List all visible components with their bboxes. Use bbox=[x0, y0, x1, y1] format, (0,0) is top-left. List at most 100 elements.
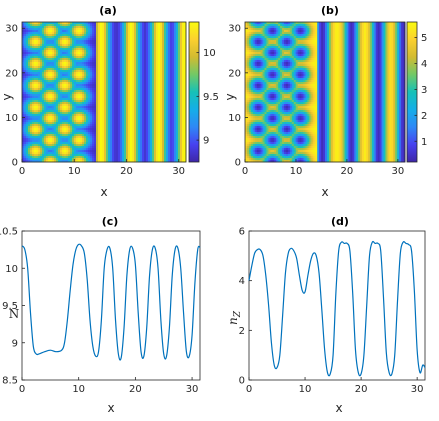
panel-a-heat-cell bbox=[24, 62, 27, 65]
panel-a-heat-cell bbox=[170, 132, 173, 135]
panel-a-heat-cell bbox=[122, 68, 125, 71]
panel-a-heat-cell bbox=[90, 38, 93, 41]
panel-a-heat-cell bbox=[78, 82, 81, 85]
panel-a-heat-cell bbox=[184, 58, 187, 61]
panel-a-heat-cell bbox=[116, 100, 119, 103]
panel-a-heat-cell bbox=[128, 70, 131, 73]
panel-a-heat-cell bbox=[126, 40, 129, 43]
panel-a-heat-cell bbox=[58, 120, 61, 123]
panel-a-heat-cell bbox=[70, 74, 73, 77]
panel-a-heat-cell bbox=[24, 28, 27, 31]
panel-a-heat-cell bbox=[114, 74, 117, 77]
panel-a-heat-cell bbox=[110, 44, 113, 47]
panel-a-heat-cell bbox=[182, 24, 185, 27]
panel-a-heat-cell bbox=[90, 32, 93, 35]
panel-a-heat-cell bbox=[90, 98, 93, 101]
panel-a-heat-cell bbox=[144, 68, 147, 71]
panel-a-heat-cell bbox=[142, 24, 145, 27]
panel-a-heat-cell bbox=[54, 60, 57, 63]
panel-a-heat-cell bbox=[54, 88, 57, 91]
panel-a-heat-cell bbox=[72, 110, 75, 113]
panel-a-heat-cell bbox=[152, 26, 155, 29]
panel-a-heat-cell bbox=[180, 128, 183, 131]
panel-a-heat-cell bbox=[122, 28, 125, 31]
panel-a-heat-cell bbox=[138, 96, 141, 99]
panel-a-heat-cell bbox=[34, 142, 37, 145]
panel-a-heat-cell bbox=[164, 30, 167, 33]
panel-a-heat-cell bbox=[128, 122, 131, 125]
panel-a-heat-cell bbox=[32, 140, 35, 143]
panel-a-heat-cell bbox=[68, 54, 71, 57]
panel-a-heat-cell bbox=[74, 30, 77, 33]
panel-a-heat-cell bbox=[148, 110, 151, 113]
panel-a-heat-cell bbox=[114, 90, 117, 93]
panel-a-heat-cell bbox=[172, 26, 175, 29]
panel-a-heat-cell bbox=[66, 98, 69, 101]
panel-a-heat-cell bbox=[86, 114, 89, 117]
panel-a-heat-cell bbox=[138, 76, 141, 79]
panel-a-heat-cell bbox=[168, 142, 171, 145]
panel-a-heat-cell bbox=[52, 52, 55, 55]
panel-a-heat-cell bbox=[106, 32, 109, 35]
panel-a-heat-cell bbox=[156, 68, 159, 71]
panel-a-heat-cell bbox=[90, 100, 93, 103]
panel-a-heat-cell bbox=[136, 100, 139, 103]
panel-a-heat-cell bbox=[136, 52, 139, 55]
panel-a-heat-cell bbox=[120, 48, 123, 51]
panel-a-heat-cell bbox=[170, 42, 173, 45]
panel-a-heat-cell bbox=[118, 40, 121, 43]
panel-a-heat-cell bbox=[104, 86, 107, 89]
panel-a-heat-cell bbox=[120, 138, 123, 141]
panel-a-heat-cell bbox=[162, 112, 165, 115]
panel-a-heat-cell bbox=[32, 112, 35, 115]
panel-a-heat-cell bbox=[104, 90, 107, 93]
panel-a-heat-cell bbox=[182, 22, 185, 25]
panel-a-heat-cell bbox=[170, 40, 173, 43]
panel-a-heat-cell bbox=[92, 26, 95, 29]
panel-a-heat-cell bbox=[24, 48, 27, 51]
panel-a-heat-cell bbox=[28, 110, 31, 113]
panel-a-heat-cell bbox=[158, 28, 161, 31]
panel-a-heat-cell bbox=[164, 100, 167, 103]
panel-a-heat-cell bbox=[118, 46, 121, 49]
panel-a-heat-cell bbox=[112, 104, 115, 107]
panel-a-heat-cell bbox=[106, 100, 109, 103]
panel-a-heat-cell bbox=[142, 22, 145, 25]
panel-a-heat-cell bbox=[34, 50, 37, 53]
panel-a-heat-cell bbox=[110, 22, 113, 25]
panel-a-heat-cell bbox=[126, 106, 129, 109]
panel-a-heat-cell bbox=[66, 54, 69, 57]
panel-a-heat-cell bbox=[86, 74, 89, 77]
panel-a-heat-cell bbox=[146, 82, 149, 85]
panel-a-heat-cell bbox=[94, 130, 97, 133]
panel-a-heat-cell bbox=[134, 134, 137, 137]
panel-a-heat-cell bbox=[90, 118, 93, 121]
panel-a-heat-cell bbox=[104, 26, 107, 29]
panel-a-heat-cell bbox=[102, 140, 105, 143]
panel-a-heat-cell bbox=[52, 66, 55, 69]
panel-a-heat-cell bbox=[108, 134, 111, 137]
panel-a-heat-cell bbox=[114, 124, 117, 127]
panel-a-heat-cell bbox=[114, 52, 117, 55]
panel-a-heat-cell bbox=[30, 136, 33, 139]
panel-a-heat-cell bbox=[28, 48, 31, 51]
panel-a-heat-cell bbox=[106, 120, 109, 123]
panel-a-heat-cell bbox=[180, 98, 183, 101]
panel-a-heat-cell bbox=[110, 130, 113, 133]
panel-a-heat-cell bbox=[72, 142, 75, 145]
panel-a-heat-cell bbox=[156, 64, 159, 67]
panel-a-heat-cell bbox=[176, 26, 179, 29]
panel-a-heat-cell bbox=[138, 22, 141, 25]
panel-a-heat-cell bbox=[98, 58, 101, 61]
panel-a-heat-cell bbox=[160, 60, 163, 63]
panel-a-heat-cell bbox=[74, 94, 77, 97]
panel-a-heat-cell bbox=[180, 26, 183, 29]
panel-a-heat-cell bbox=[50, 124, 53, 127]
panel-a-heat-cell bbox=[116, 38, 119, 41]
panel-a-heat-cell bbox=[96, 116, 99, 119]
panel-a-heat-cell bbox=[138, 26, 141, 29]
panel-a-heat-cell bbox=[122, 86, 125, 89]
panel-a-heat-cell bbox=[68, 86, 71, 89]
panel-a-heat-cell bbox=[66, 68, 69, 71]
panel-a-heat-cell bbox=[156, 118, 159, 121]
